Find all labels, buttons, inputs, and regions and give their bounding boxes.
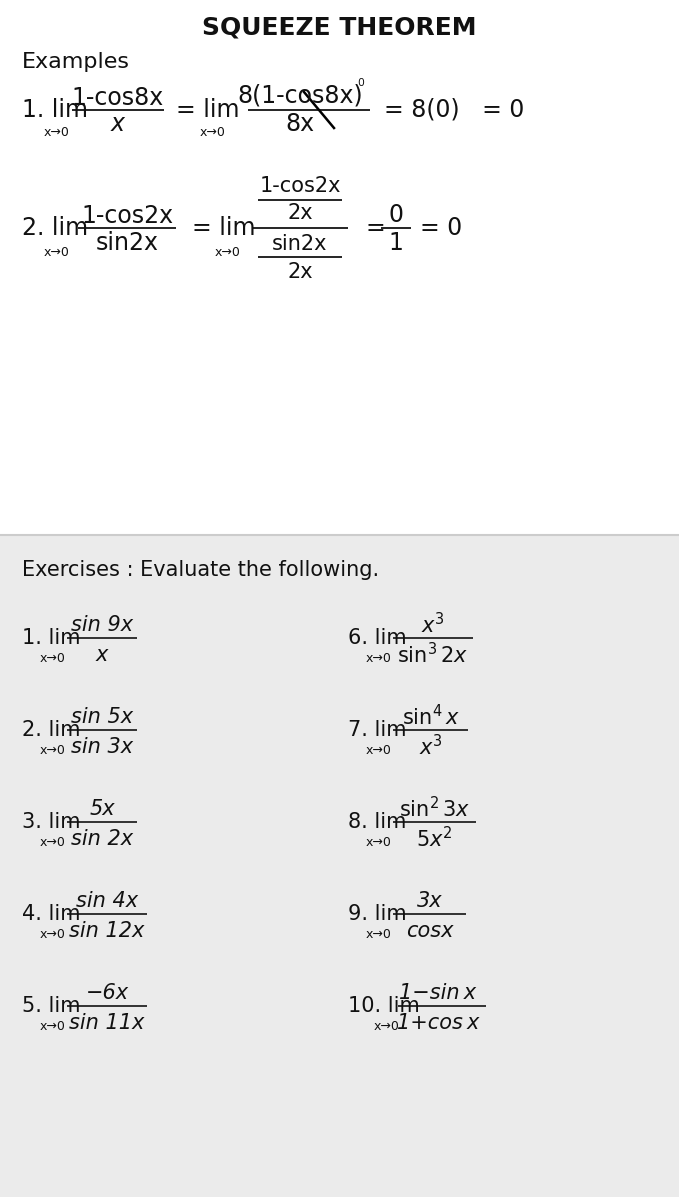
- Text: sin 2x: sin 2x: [71, 830, 133, 849]
- Text: x→0: x→0: [366, 743, 392, 757]
- Text: $\mathrm{sin}^2\,3x$: $\mathrm{sin}^2\,3x$: [399, 796, 470, 821]
- Text: 2x: 2x: [287, 262, 313, 282]
- Text: 1+cos x: 1+cos x: [397, 1013, 479, 1033]
- Text: x→0: x→0: [44, 127, 70, 140]
- Text: sin 4x: sin 4x: [76, 891, 138, 911]
- Text: 8x: 8x: [285, 113, 314, 136]
- Text: 1. lim: 1. lim: [22, 628, 81, 648]
- Text: = lim: = lim: [176, 98, 240, 122]
- Text: x→0: x→0: [40, 928, 66, 941]
- Text: sin2x: sin2x: [96, 231, 158, 255]
- Text: sin 9x: sin 9x: [71, 615, 133, 634]
- Text: $\mathrm{sin}^3\,2x$: $\mathrm{sin}^3\,2x$: [397, 643, 469, 668]
- Text: $x^3$: $x^3$: [421, 613, 445, 638]
- Text: 2. lim: 2. lim: [22, 721, 81, 740]
- Text: sin 3x: sin 3x: [71, 737, 133, 757]
- Text: 2x: 2x: [287, 203, 313, 223]
- Text: cosx: cosx: [406, 920, 454, 941]
- Text: 7. lim: 7. lim: [348, 721, 407, 740]
- Text: 0: 0: [388, 203, 403, 227]
- Text: x→0: x→0: [366, 928, 392, 941]
- Text: 6. lim: 6. lim: [348, 628, 407, 648]
- Text: 2. lim: 2. lim: [22, 215, 88, 241]
- Text: = lim: = lim: [192, 215, 255, 241]
- Text: 1-cos2x: 1-cos2x: [81, 203, 173, 227]
- Text: = 0: = 0: [420, 215, 462, 241]
- Text: x→0: x→0: [40, 836, 66, 849]
- Text: x→0: x→0: [366, 836, 392, 849]
- Text: $\mathrm{sin}^4\,x$: $\mathrm{sin}^4\,x$: [401, 704, 460, 730]
- Text: = 8(0)   = 0: = 8(0) = 0: [384, 98, 524, 122]
- Text: x: x: [96, 645, 108, 666]
- Text: 1-cos2x: 1-cos2x: [259, 176, 341, 196]
- Text: 9. lim: 9. lim: [348, 904, 407, 924]
- Text: 8(1-cos8x): 8(1-cos8x): [237, 84, 363, 108]
- Text: sin 12x: sin 12x: [69, 920, 145, 941]
- Text: 1−sin x: 1−sin x: [399, 983, 477, 1003]
- Text: $5x^2$: $5x^2$: [416, 826, 453, 851]
- Bar: [0, 0, 679, 535]
- Text: x→0: x→0: [215, 245, 241, 259]
- Text: x→0: x→0: [374, 1020, 400, 1033]
- Text: x→0: x→0: [366, 651, 392, 664]
- Text: Examples: Examples: [22, 51, 130, 72]
- Text: x→0: x→0: [40, 651, 66, 664]
- Text: 5. lim: 5. lim: [22, 996, 81, 1016]
- Bar: [0, 535, 679, 1197]
- Text: 3x: 3x: [417, 891, 442, 911]
- Text: 1. lim: 1. lim: [22, 98, 88, 122]
- Text: x→0: x→0: [40, 743, 66, 757]
- Text: $x^3$: $x^3$: [418, 735, 443, 760]
- Text: $^0$: $^0$: [357, 79, 365, 95]
- Text: −6x: −6x: [86, 983, 128, 1003]
- Text: 8. lim: 8. lim: [348, 812, 406, 832]
- Text: SQUEEZE THEOREM: SQUEEZE THEOREM: [202, 16, 477, 40]
- Text: 1: 1: [388, 231, 403, 255]
- Text: sin 11x: sin 11x: [69, 1013, 145, 1033]
- Text: 4. lim: 4. lim: [22, 904, 81, 924]
- Text: 1-cos8x: 1-cos8x: [72, 86, 164, 110]
- Text: 3. lim: 3. lim: [22, 812, 81, 832]
- Text: Exercises : Evaluate the following.: Exercises : Evaluate the following.: [22, 560, 379, 581]
- Text: x→0: x→0: [44, 245, 70, 259]
- Text: x→0: x→0: [200, 127, 226, 140]
- Text: x→0: x→0: [40, 1020, 66, 1033]
- Text: x: x: [111, 113, 125, 136]
- Text: sin2x: sin2x: [272, 233, 328, 254]
- Text: 5x: 5x: [89, 800, 115, 819]
- Text: =: =: [366, 215, 386, 241]
- Text: sin 5x: sin 5x: [71, 707, 133, 727]
- Text: 10. lim: 10. lim: [348, 996, 420, 1016]
